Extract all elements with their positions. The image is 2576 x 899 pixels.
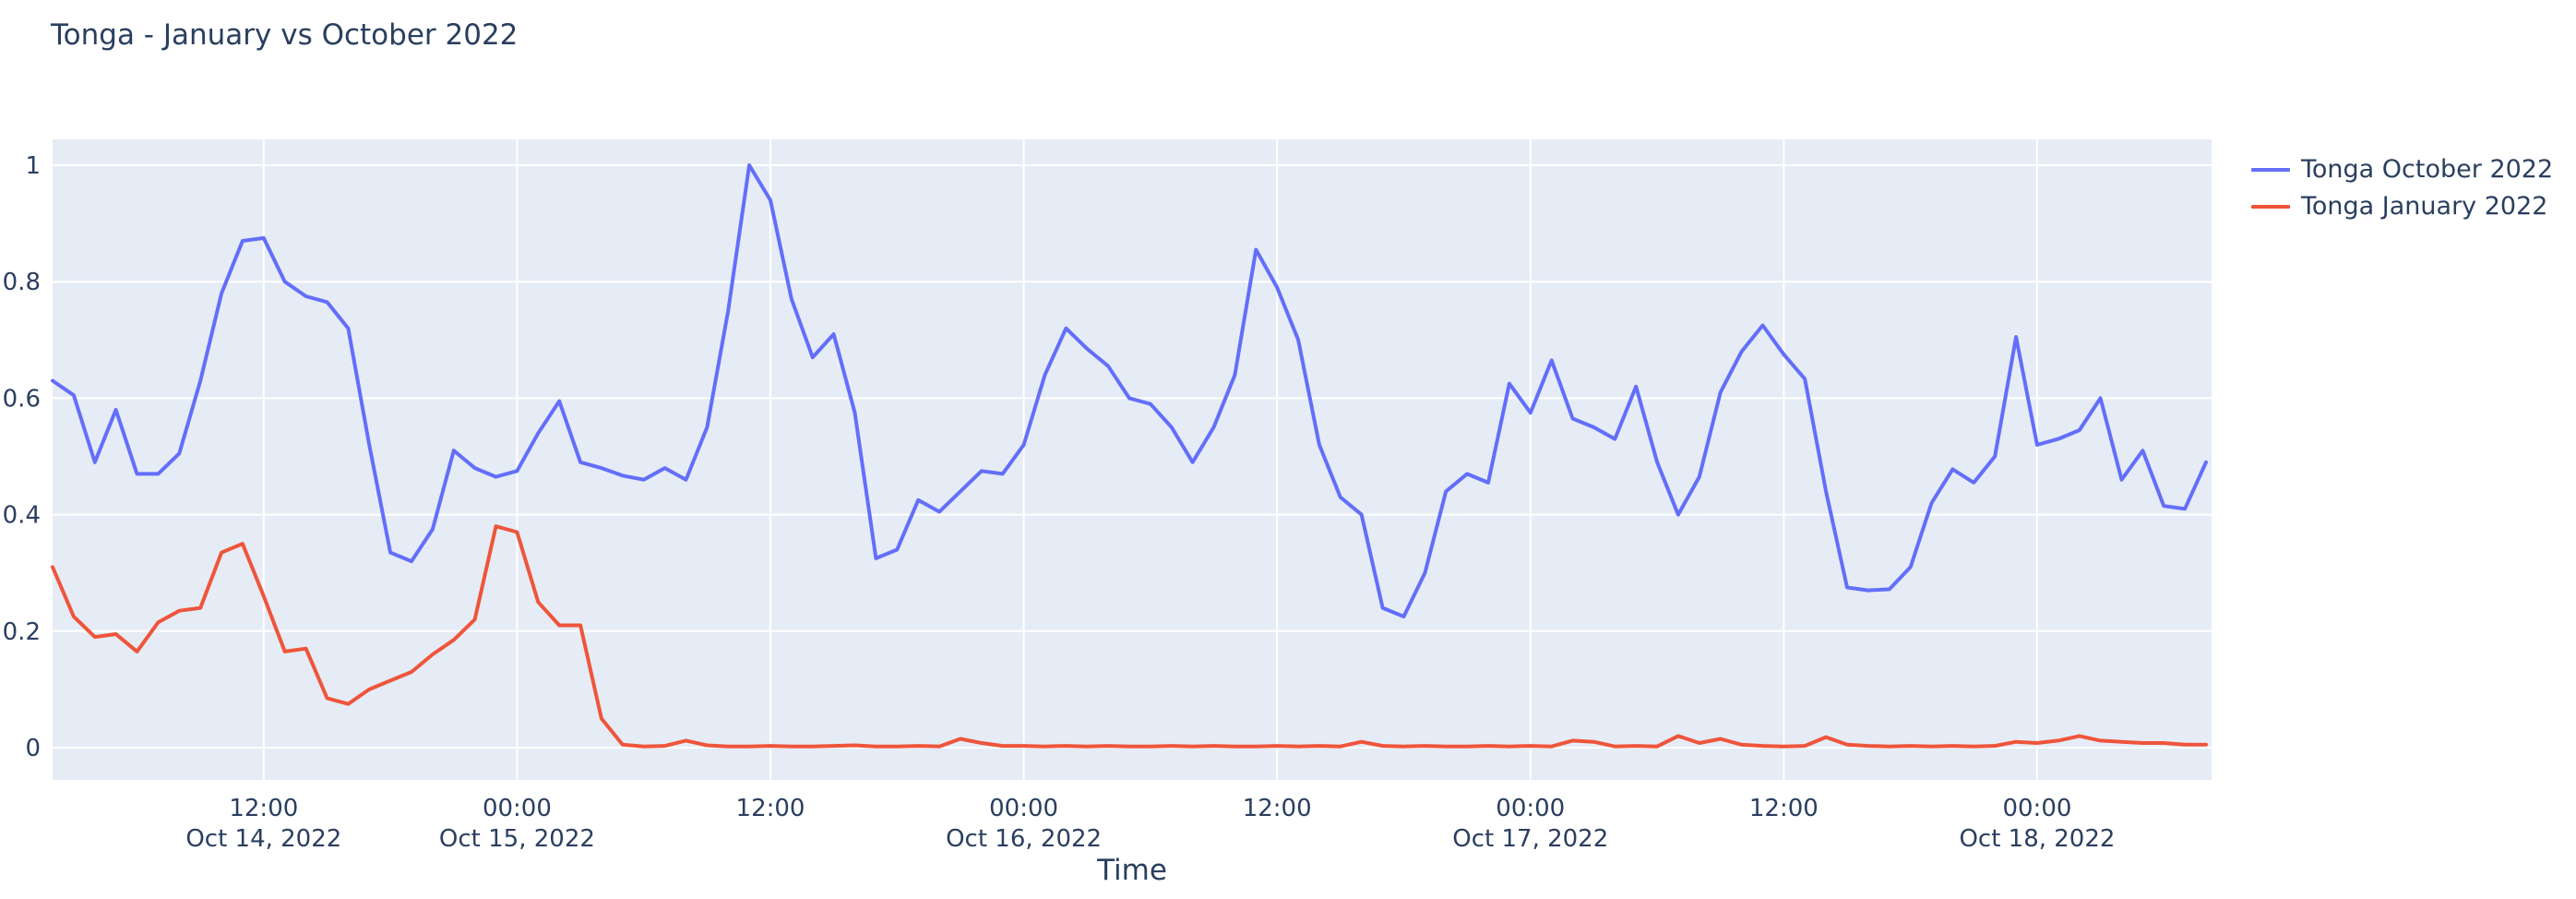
y-tick-label: 0 [25,735,41,762]
x-tick-date-label: Oct 16, 2022 [946,825,1102,853]
legend-label-january: Tonga January 2022 [2301,192,2548,221]
y-tick-label: 0.2 [3,618,41,646]
gridlines [53,139,2212,780]
x-tick-time-label: 00:00 [2002,795,2071,822]
y-tick-label: 0.6 [3,385,41,413]
x-tick-time-label: 12:00 [1749,795,1819,822]
x-axis: 12:00 Oct 14, 2022 00:00 Oct 15, 2022 12:00 0… [185,795,2115,853]
x-tick-date-label: Oct 17, 2022 [1452,825,1608,853]
legend: Tonga October 2022 Tonga January 2022 [2251,157,2553,219]
y-tick-label: 0.8 [3,269,41,296]
january-series-line [51,524,2208,749]
legend-item-tonga-january-2022[interactable]: Tonga January 2022 [2251,194,2553,219]
legend-swatch-january-icon [2251,204,2290,209]
x-tick-date-label: Oct 14, 2022 [185,825,341,853]
y-axis: 0 0.2 0.4 0.6 0.8 1 [3,152,41,762]
legend-label-october: Tonga October 2022 [2301,155,2554,184]
x-tick-date-label: Oct 18, 2022 [1959,825,2115,853]
y-tick-label: 1 [25,152,41,180]
y-tick-label: 0.4 [3,502,41,530]
x-tick-time-label: 00:00 [989,795,1058,822]
legend-swatch-october-icon [2251,167,2290,172]
plot-area[interactable] [53,139,2212,780]
x-tick-time-label: 00:00 [483,795,552,822]
x-tick-date-label: Oct 15, 2022 [439,825,595,853]
x-tick-time-label: 12:00 [736,795,805,822]
october-series-line [51,163,2208,618]
x-tick-time-label: 12:00 [1243,795,1312,822]
x-tick-time-label: 00:00 [1496,795,1565,822]
x-axis-title: Time [1097,854,1167,887]
legend-item-tonga-october-2022[interactable]: Tonga October 2022 [2251,157,2553,182]
chart-title: Tonga - January vs October 2022 [51,18,519,52]
x-tick-time-label: 12:00 [229,795,298,822]
